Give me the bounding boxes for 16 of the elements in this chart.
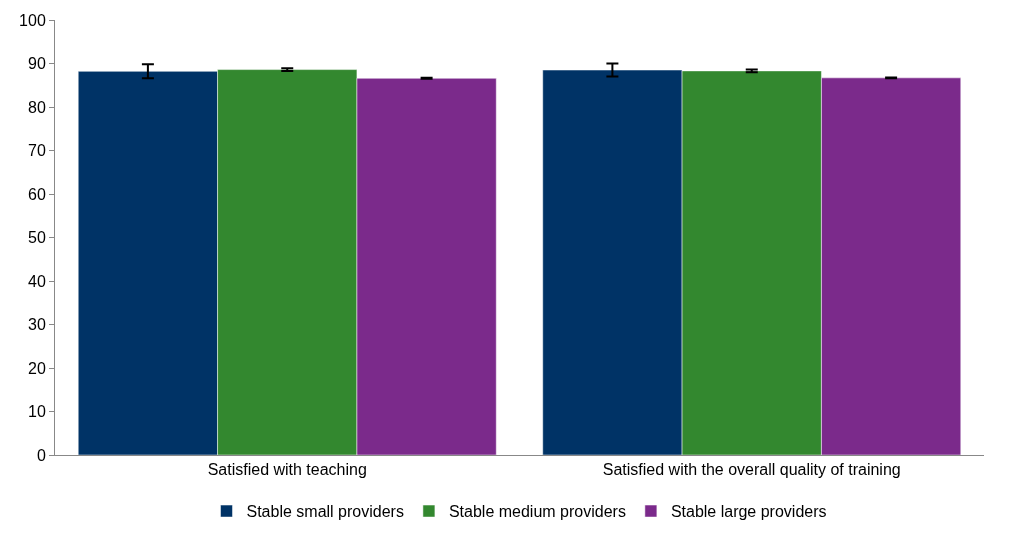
x-tick-label: Satisfied with the overall quality of training [602,461,901,479]
y-tick-label: 50 [28,229,46,247]
y-tick-label: 10 [28,403,46,421]
y-tick-label: 20 [28,359,46,377]
y-tick-label: 40 [28,272,46,290]
y-tick-label: 80 [28,98,46,116]
y-tick-label: 60 [28,185,46,203]
y-tick-label: 90 [28,55,46,73]
legend-label: Stable large providers [670,503,827,521]
y-tick-label: 0 [36,446,46,464]
legend-label: Stable small providers [246,503,404,521]
y-tick-label: 70 [28,142,46,160]
x-tick-label: Satisfied with teaching [207,461,367,479]
y-tick-label: 100 [19,11,46,29]
y-tick-label: 30 [28,316,46,334]
legend-label: Stable medium providers [448,503,626,521]
